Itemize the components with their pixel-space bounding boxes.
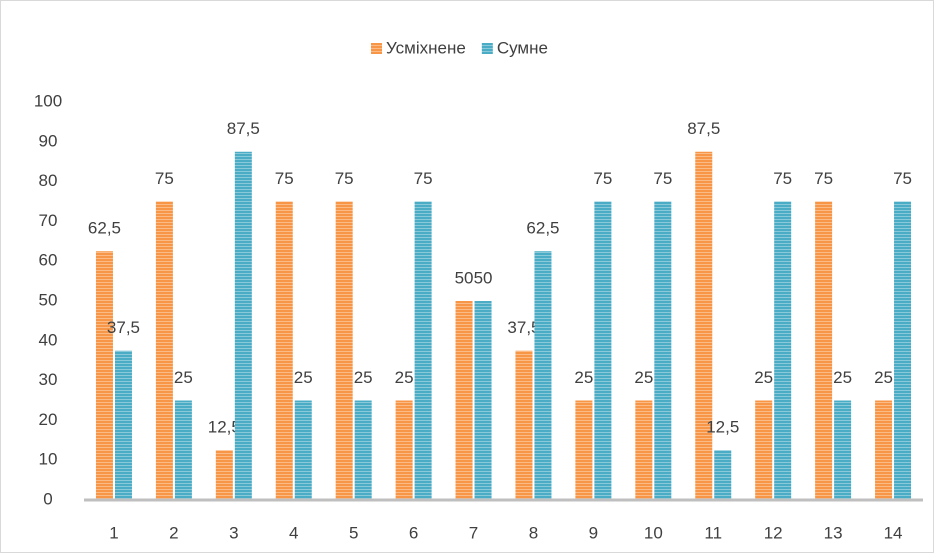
legend: Усміхнене Сумне xyxy=(371,38,548,57)
bar xyxy=(95,251,113,500)
data-label: 75 xyxy=(893,169,912,188)
y-tick-label: 40 xyxy=(39,330,58,349)
bar xyxy=(774,201,792,500)
bar xyxy=(474,301,492,500)
bar xyxy=(654,201,672,500)
y-tick-label: 0 xyxy=(43,489,52,508)
legend-label: Усміхнене xyxy=(386,38,466,57)
bar xyxy=(455,301,473,500)
x-tick-label: 11 xyxy=(704,523,722,542)
bar xyxy=(755,400,773,500)
bar xyxy=(275,201,293,500)
x-tick-label: 12 xyxy=(764,523,783,542)
data-label: 75 xyxy=(773,169,792,188)
bar xyxy=(635,400,653,500)
y-tick-label: 50 xyxy=(39,290,58,309)
bar xyxy=(354,400,372,500)
bar xyxy=(155,201,173,500)
y-tick-label: 20 xyxy=(39,410,58,429)
data-label: 25 xyxy=(634,368,653,387)
data-label: 25 xyxy=(354,368,373,387)
y-tick-label: 100 xyxy=(34,91,62,110)
data-label: 25 xyxy=(395,368,414,387)
data-label: 75 xyxy=(593,169,612,188)
data-label: 75 xyxy=(653,169,672,188)
x-tick-label: 5 xyxy=(349,523,358,542)
data-label: 12,5 xyxy=(706,418,739,437)
y-tick-label: 80 xyxy=(39,171,58,190)
bar xyxy=(815,201,833,500)
data-label: 50 xyxy=(474,268,493,287)
bar xyxy=(234,151,252,500)
data-label: 75 xyxy=(814,169,833,188)
bar xyxy=(714,450,732,500)
bar xyxy=(414,201,432,500)
bar xyxy=(594,201,612,500)
x-tick-label: 14 xyxy=(884,523,903,542)
bar xyxy=(695,151,713,500)
data-label: 25 xyxy=(833,368,852,387)
bar xyxy=(114,350,132,500)
x-tick-label: 9 xyxy=(589,523,598,542)
y-tick-label: 10 xyxy=(39,450,58,469)
y-tick-label: 30 xyxy=(39,370,58,389)
x-tick-label: 2 xyxy=(169,523,178,542)
data-label: 25 xyxy=(574,368,593,387)
data-label: 12,5 xyxy=(208,418,241,437)
legend-label: Сумне xyxy=(497,38,548,57)
data-label: 87,5 xyxy=(227,119,260,138)
x-tick-label: 8 xyxy=(529,523,538,542)
legend-swatch xyxy=(371,43,382,54)
x-tick-label: 10 xyxy=(644,523,663,542)
legend-swatch xyxy=(481,43,493,54)
data-label: 75 xyxy=(335,169,354,188)
data-label: 37,5 xyxy=(107,318,140,337)
bar xyxy=(575,400,593,500)
bar xyxy=(294,400,312,500)
data-label: 75 xyxy=(414,169,433,188)
data-label: 25 xyxy=(874,368,893,387)
x-tick-label: 4 xyxy=(289,523,298,542)
bar xyxy=(834,400,852,500)
y-tick-label: 60 xyxy=(39,251,58,270)
bar xyxy=(335,201,353,500)
bar xyxy=(534,251,552,500)
bar xyxy=(875,400,893,500)
data-label: 25 xyxy=(754,368,773,387)
x-tick-label: 13 xyxy=(824,523,843,542)
x-tick-label: 7 xyxy=(469,523,478,542)
data-label: 75 xyxy=(275,169,294,188)
bar xyxy=(894,201,912,500)
y-tick-label: 90 xyxy=(39,131,58,150)
data-label: 25 xyxy=(174,368,193,387)
bar xyxy=(174,400,192,500)
x-tick-label: 1 xyxy=(109,523,118,542)
data-label: 50 xyxy=(455,268,474,287)
x-tick-label: 3 xyxy=(229,523,238,542)
bar xyxy=(215,450,233,500)
y-tick-label: 70 xyxy=(39,211,58,230)
data-label: 75 xyxy=(155,169,174,188)
data-label: 87,5 xyxy=(687,119,720,138)
data-label: 62,5 xyxy=(526,219,559,238)
data-label: 25 xyxy=(294,368,313,387)
bar xyxy=(395,400,413,500)
data-label: 62,5 xyxy=(88,219,121,238)
data-label: 37,5 xyxy=(507,318,540,337)
x-tick-label: 6 xyxy=(409,523,418,542)
bar xyxy=(515,350,533,500)
